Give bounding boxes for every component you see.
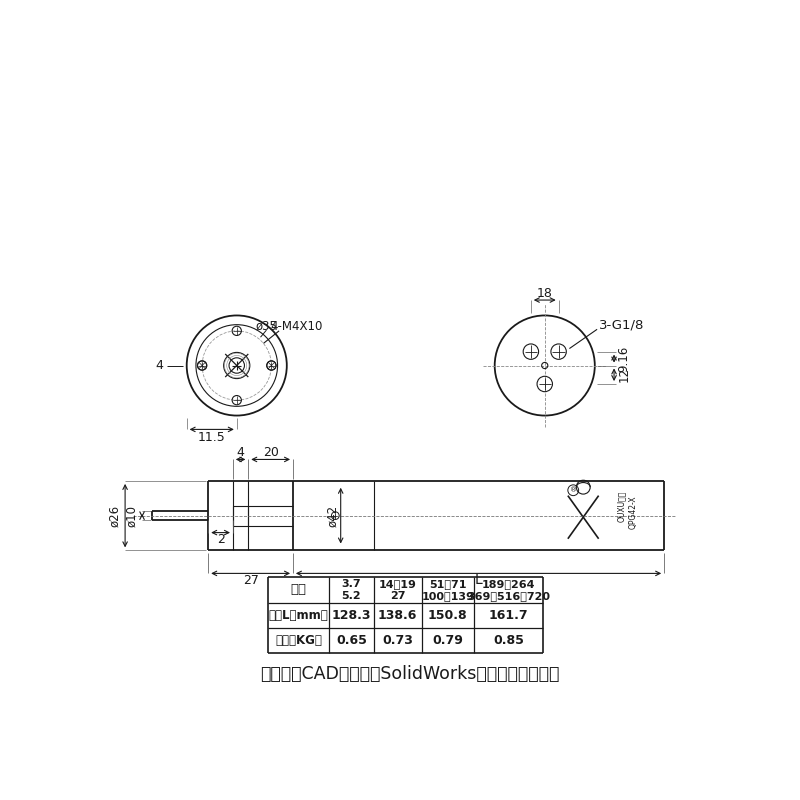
Text: 0.79: 0.79	[432, 634, 463, 647]
Text: OUXU数组: OUXU数组	[618, 490, 626, 522]
Text: 20: 20	[262, 446, 278, 459]
Text: 长度L（mm）: 长度L（mm）	[269, 609, 328, 622]
Text: ø42: ø42	[326, 505, 339, 526]
Text: 9.16: 9.16	[618, 346, 630, 372]
Text: 如需二维CAD图及三维SolidWorks图，请联系客服！: 如需二维CAD图及三维SolidWorks图，请联系客服！	[260, 665, 560, 682]
Text: 3-G1/8: 3-G1/8	[599, 319, 645, 332]
Text: 0.85: 0.85	[493, 634, 524, 647]
Text: 0.65: 0.65	[336, 634, 367, 647]
Text: 11.5: 11.5	[198, 430, 226, 444]
Text: 0.73: 0.73	[382, 634, 413, 647]
Text: 150.8: 150.8	[428, 609, 467, 622]
Text: 138.6: 138.6	[378, 609, 418, 622]
Text: L: L	[474, 574, 482, 587]
Text: 4: 4	[156, 359, 163, 372]
Text: 128.3: 128.3	[332, 609, 371, 622]
Text: 18: 18	[537, 286, 553, 300]
Text: 51、71
100、139: 51、71 100、139	[422, 579, 474, 601]
Text: ø10: ø10	[126, 505, 138, 526]
Text: 4-M4X10: 4-M4X10	[270, 321, 323, 334]
Text: ®: ®	[570, 487, 577, 494]
Text: ø26: ø26	[108, 505, 121, 526]
Text: 14、19
27: 14、19 27	[378, 579, 417, 601]
Text: 161.7: 161.7	[489, 609, 528, 622]
Text: QPG42-X: QPG42-X	[629, 495, 638, 529]
Text: 189、264
369、516、720: 189、264 369、516、720	[467, 579, 550, 601]
Text: 速比: 速比	[290, 583, 306, 597]
Text: 重量（KG）: 重量（KG）	[275, 634, 322, 647]
Text: 2: 2	[217, 533, 225, 546]
Text: 12: 12	[618, 367, 630, 382]
Text: 27: 27	[242, 574, 258, 587]
Text: 4: 4	[237, 446, 245, 459]
Text: 3.7
5.2: 3.7 5.2	[342, 579, 362, 601]
Text: ø35: ø35	[256, 320, 278, 333]
